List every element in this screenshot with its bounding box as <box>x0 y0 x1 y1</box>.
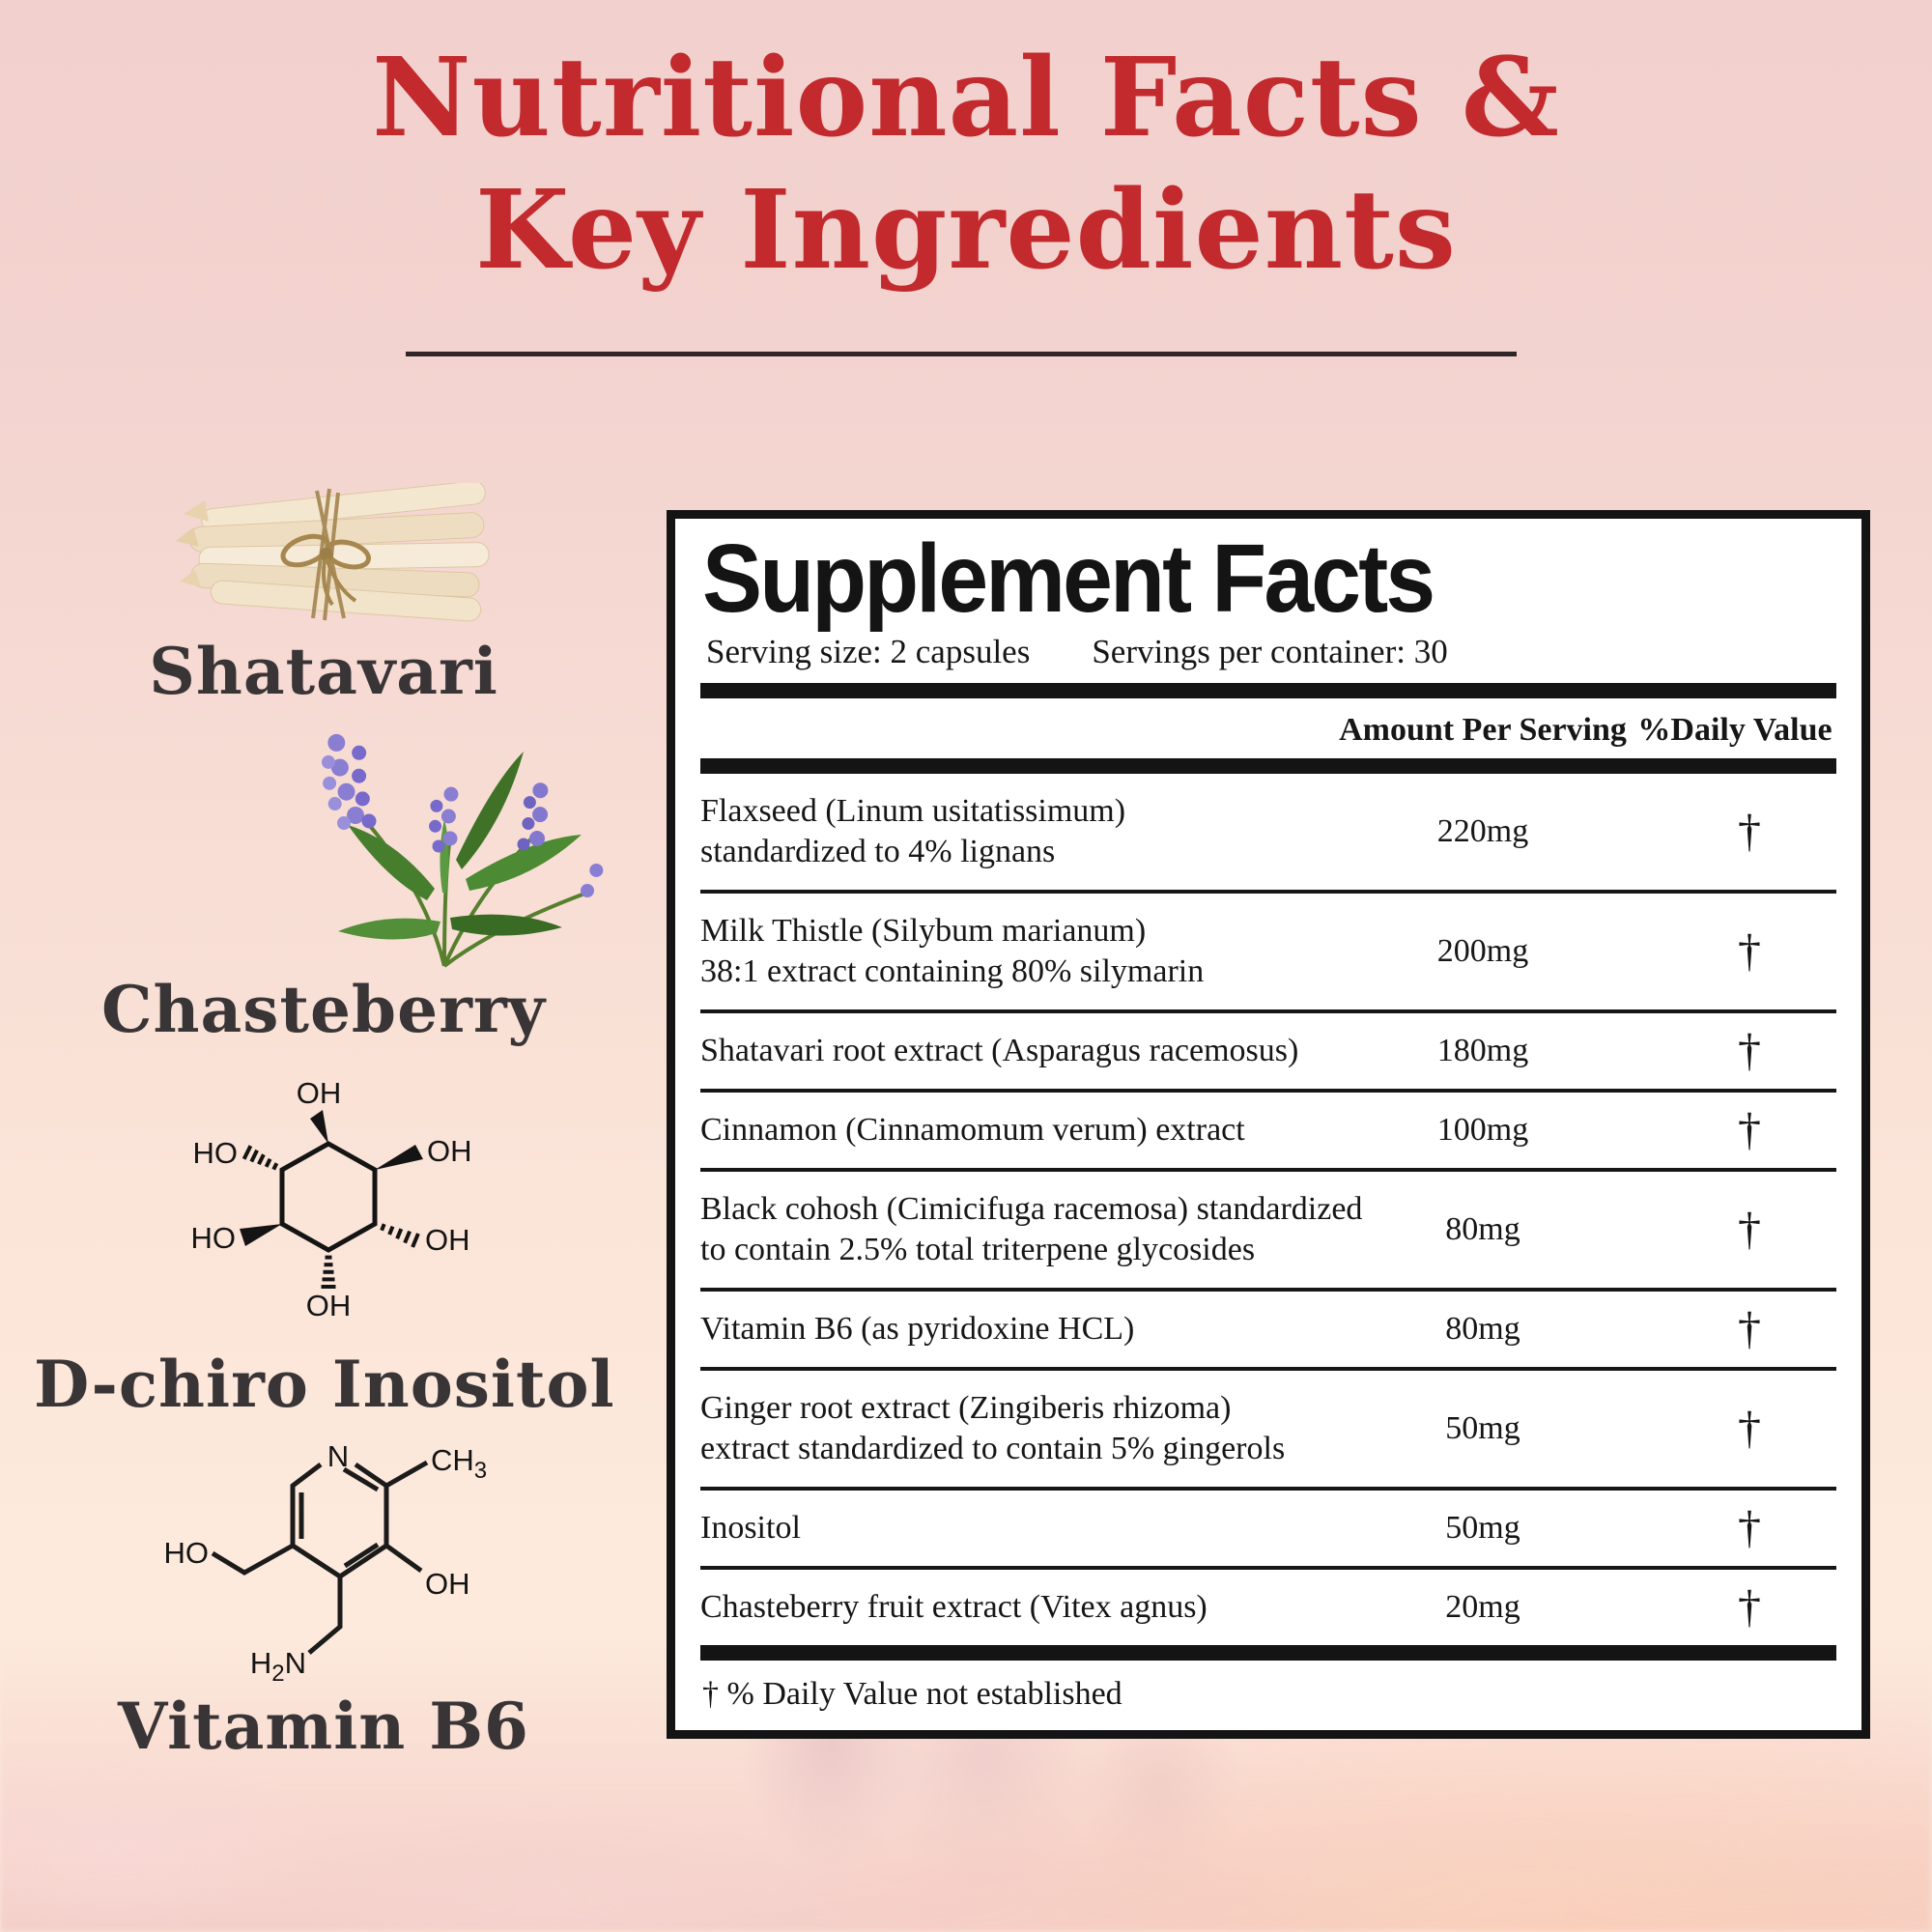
supplement-facts-title: Supplement Facts <box>702 525 1435 633</box>
daily-value-dagger: † <box>1738 1302 1761 1354</box>
ingredient-label-vitamin-b6: Vitamin B6 <box>118 1689 529 1764</box>
servings-per-container: Servings per container: 30 <box>1092 633 1448 670</box>
oh-label: OH <box>427 1134 472 1168</box>
twine-knot <box>320 548 333 561</box>
serving-info: Serving size: 2 capsules Servings per co… <box>706 631 1836 673</box>
ingredient-name: Ginger root extract (Zingiberis rhizoma)… <box>700 1389 1286 1466</box>
ingredient-amount: 80mg <box>1445 1210 1520 1247</box>
ho-label: HO <box>164 1536 210 1570</box>
daily-value-dagger: † <box>1738 1580 1761 1633</box>
asparagus-tip <box>176 527 199 547</box>
ho-label: HO <box>193 1136 239 1170</box>
h2n-label: H2N <box>250 1646 306 1687</box>
ingredient-name: Shatavari root extract (Asparagus racemo… <box>700 1032 1299 1068</box>
ingredient-amount: 50mg <box>1445 1409 1520 1446</box>
ingredient-name: Milk Thistle (Silybum marianum) 38:1 ext… <box>700 912 1205 989</box>
daily-value-dagger: † <box>1738 1103 1761 1155</box>
ingredient-name: Black cohosh (Cimicifuga racemosa) stand… <box>700 1190 1363 1267</box>
ingredient-name: Inositol <box>700 1509 801 1546</box>
daily-value-dagger: † <box>1738 805 1761 857</box>
daily-value-dagger: † <box>1738 1501 1761 1553</box>
ch3-label: CH3 <box>431 1443 487 1484</box>
table-row: Cinnamon (Cinnamomum verum) extract 100m… <box>700 1088 1836 1168</box>
ingredient-amount: 180mg <box>1436 1032 1529 1068</box>
n-label: N <box>327 1439 349 1473</box>
table-row: Inositol 50mg † <box>700 1486 1836 1566</box>
table-row: Milk Thistle (Silybum marianum) 38:1 ext… <box>700 889 1836 1009</box>
page-title: Nutritional Facts & Key Ingredients <box>0 33 1932 297</box>
thick-rule <box>700 682 1836 698</box>
ho-label: HO <box>191 1221 237 1255</box>
column-header-daily-value: %Daily Value <box>1637 711 1833 748</box>
oh-label: OH <box>425 1223 470 1257</box>
page-title-line2: Key Ingredients <box>475 166 1457 294</box>
daily-value-dagger: † <box>1738 924 1761 977</box>
daily-value-dagger: † <box>1738 1203 1761 1255</box>
thick-rule <box>700 757 1836 774</box>
asparagus-tip <box>180 570 201 587</box>
table-row: Black cohosh (Cimicifuga racemosa) stand… <box>700 1167 1836 1288</box>
serving-size: Serving size: 2 capsules <box>706 633 1031 670</box>
daily-value-footnote: † % Daily Value not established <box>702 1675 1122 1712</box>
ingredient-name: Vitamin B6 (as pyridoxine HCL) <box>700 1310 1135 1347</box>
title-divider <box>406 352 1517 356</box>
ingredient-name: Chasteberry fruit extract (Vitex agnus) <box>700 1588 1208 1625</box>
ingredient-amount: 20mg <box>1445 1588 1520 1625</box>
asparagus-tip <box>184 500 209 522</box>
ingredient-name: Flaxseed (Linum usitatissimum) standardi… <box>700 792 1126 869</box>
table-row: Shatavari root extract (Asparagus racemo… <box>700 1009 1836 1089</box>
oh-label: OH <box>297 1076 342 1110</box>
daily-value-dagger: † <box>1738 1024 1761 1076</box>
ingredient-label-chasteberry: Chasteberry <box>101 972 546 1047</box>
supplement-facts-panel: Supplement Facts Serving size: 2 capsule… <box>667 510 1870 1739</box>
chasteberry-flowers-photo <box>321 729 608 968</box>
thick-rule <box>700 1644 1836 1661</box>
page-title-line1: Nutritional Facts & <box>372 35 1560 161</box>
oh-label: OH <box>425 1567 470 1601</box>
table-row: Flaxseed (Linum usitatissimum) standardi… <box>700 774 1836 890</box>
table-row: Vitamin B6 (as pyridoxine HCL) 80mg † <box>700 1287 1836 1367</box>
shatavari-roots-photo <box>176 483 490 622</box>
ingredient-name: Cinnamon (Cinnamomum verum) extract <box>700 1111 1245 1148</box>
ingredient-amount: 100mg <box>1436 1111 1529 1148</box>
ingredient-label-shatavari: Shatavari <box>149 634 498 709</box>
vitamin-b6-structure: N CH3 OH HO H2N <box>164 1439 488 1687</box>
table-header: Amount Per Serving %Daily Value <box>700 698 1836 758</box>
oh-label: OH <box>306 1289 352 1322</box>
daily-value-dagger: † <box>1738 1402 1761 1454</box>
d-chiro-inositol-structure: OH HO OH HO OH OH <box>191 1076 472 1322</box>
table-row: Ginger root extract (Zingiberis rhizoma)… <box>700 1366 1836 1487</box>
flower-spikes <box>321 729 608 897</box>
ingredient-label-d-chiro-inositol: D-chiro Inositol <box>34 1347 615 1422</box>
ingredient-amount: 220mg <box>1436 812 1529 849</box>
ingredient-amount: 80mg <box>1445 1310 1520 1347</box>
column-header-amount: Amount Per Serving <box>1339 711 1627 748</box>
ingredient-amount: 50mg <box>1445 1509 1520 1546</box>
ingredient-amount: 200mg <box>1436 932 1529 969</box>
table-row: Chasteberry fruit extract (Vitex agnus) … <box>700 1565 1836 1645</box>
